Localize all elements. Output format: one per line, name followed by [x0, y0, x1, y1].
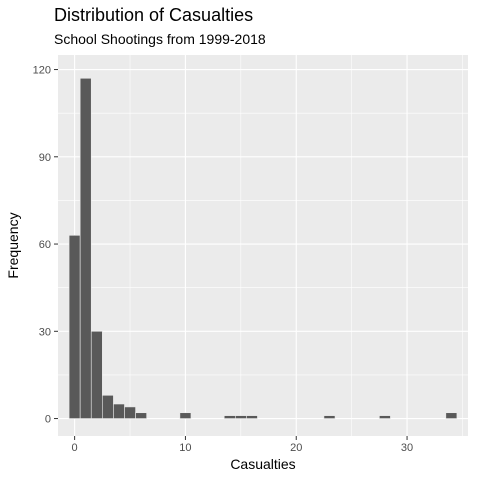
y-axis-title: Frequency	[5, 212, 21, 278]
y-tick-label: 30	[39, 326, 51, 338]
x-axis-title: Casualties	[230, 456, 295, 472]
x-tick-label: 10	[179, 442, 191, 454]
histogram-bar	[135, 412, 147, 419]
histogram-bar	[379, 415, 391, 419]
chart-title: Distribution of Casualties	[54, 5, 254, 25]
minor-gridlines	[58, 55, 468, 436]
histogram-bar	[246, 415, 258, 419]
histogram-bar	[113, 403, 125, 419]
axes: 0 10 20 30 0 30 60 90 120	[33, 65, 414, 454]
x-tick-label: 0	[72, 442, 78, 454]
x-tick-label: 20	[290, 442, 302, 454]
y-tick-label: 60	[39, 239, 51, 251]
major-gridlines	[58, 55, 468, 436]
histogram-bar	[79, 77, 92, 419]
histogram-bar	[179, 412, 192, 419]
histogram-bar	[124, 406, 136, 419]
plot-panel	[58, 55, 468, 436]
histogram-bar	[234, 415, 247, 419]
y-tick-label: 0	[45, 414, 51, 426]
histogram-bar	[323, 415, 336, 419]
histogram-bar	[90, 330, 103, 419]
y-tick-label: 90	[39, 152, 51, 164]
histogram-bars	[68, 77, 458, 419]
histogram-bar	[102, 394, 114, 419]
histogram-bar	[68, 235, 81, 419]
histogram-bar	[445, 412, 458, 419]
histogram-bar	[223, 415, 236, 419]
chart-subtitle: School Shootings from 1999-2018	[54, 31, 266, 47]
x-tick-label: 30	[401, 442, 413, 454]
y-tick-label: 120	[33, 65, 51, 77]
